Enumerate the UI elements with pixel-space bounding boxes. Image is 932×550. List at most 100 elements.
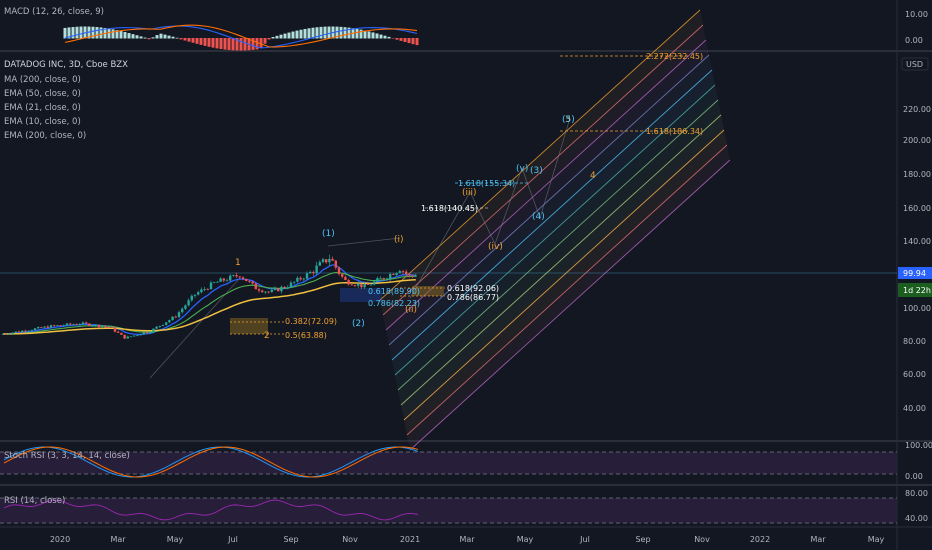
candle-body — [49, 325, 53, 328]
stoch-tick: 0.00 — [905, 472, 923, 481]
macd-histogram-bar — [367, 31, 371, 39]
macd-histogram-bar — [63, 27, 67, 39]
macd-histogram-bar — [275, 35, 279, 39]
candle-body — [328, 258, 331, 263]
candle-body — [200, 289, 203, 293]
channel-band — [380, 10, 703, 315]
candle-body — [165, 322, 168, 325]
indicator-label: EMA (200, close, 0) — [4, 131, 86, 141]
macd-tick: 0.00 — [905, 36, 923, 45]
ema-line — [2, 271, 416, 335]
macd-histogram-bar — [391, 38, 395, 39]
macd-histogram-bar — [71, 27, 75, 39]
candle-body — [213, 282, 216, 284]
wave-label: (3) — [530, 166, 543, 176]
candle-body — [171, 316, 174, 321]
candle-body — [107, 326, 110, 328]
candle-body — [113, 327, 117, 332]
candle-body — [296, 277, 299, 282]
macd-histogram-bar — [311, 27, 315, 39]
channel-band — [392, 70, 715, 375]
macd-histogram-bar — [295, 30, 299, 39]
indicator-label: EMA (21, close, 0) — [4, 103, 81, 113]
candle-body — [267, 291, 270, 293]
wave-label: (1) — [322, 229, 335, 239]
time-tick: Nov — [694, 535, 710, 544]
fib-label: 0.5(63.88) — [285, 331, 327, 340]
macd-histogram-bar — [131, 34, 135, 39]
channel-line — [394, 84, 716, 376]
candle-body — [117, 331, 120, 333]
macd-histogram-bar — [227, 38, 231, 51]
macd-histogram-bar — [287, 32, 291, 39]
macd-histogram-bar — [363, 30, 367, 39]
ema-line — [2, 278, 416, 335]
candle-body — [408, 274, 411, 276]
candle-body — [235, 275, 238, 277]
candle-body — [21, 330, 24, 332]
time-tick: Jul — [227, 535, 238, 544]
candle-body — [395, 272, 398, 275]
candle-body — [136, 335, 139, 336]
price-tick: 140.00 — [903, 237, 931, 246]
candle-body — [257, 289, 261, 291]
candle-body — [209, 282, 213, 290]
wave-label: (iii) — [462, 188, 477, 198]
candle-body — [347, 280, 350, 285]
time-tick: May — [868, 535, 885, 544]
candle-body — [190, 295, 193, 301]
macd-histogram-bar — [255, 38, 259, 50]
candle-body — [75, 324, 78, 326]
candle-body — [337, 267, 341, 275]
macd-histogram-bar — [171, 36, 175, 39]
candle-body — [293, 281, 296, 283]
candle-body — [305, 273, 309, 279]
macd-histogram-bar — [119, 31, 123, 39]
rsi-title: RSI (14, close) — [4, 496, 65, 506]
candle-body — [104, 326, 107, 328]
wave-label: (2) — [352, 319, 365, 329]
macd-histogram-bar — [99, 27, 103, 39]
wave-label: (5) — [562, 115, 575, 125]
wave-label: 1 — [235, 258, 241, 268]
fib-label: 1.618(155.34) — [458, 179, 515, 188]
macd-histogram-bar — [339, 26, 343, 39]
candle-body — [389, 274, 392, 279]
macd-histogram-bar — [399, 38, 403, 41]
rsi-panel — [3, 499, 419, 521]
candle-body — [238, 276, 241, 278]
candle-body — [91, 325, 94, 327]
time-tick: Mar — [110, 535, 126, 544]
macd-histogram-bar — [239, 38, 243, 51]
wave-label: (v) — [516, 164, 528, 174]
macd-histogram-bar — [215, 38, 219, 49]
candle-body — [123, 334, 126, 339]
candle-body — [254, 283, 257, 290]
candle-body — [289, 282, 293, 288]
macd-histogram-bar — [291, 31, 295, 39]
macd-histogram-bar — [111, 29, 115, 39]
candle-body — [273, 288, 277, 290]
candle-body — [161, 324, 165, 326]
candle-body — [40, 327, 43, 328]
candle-body — [225, 280, 229, 282]
stoch-band — [0, 452, 897, 474]
channel-band — [383, 25, 706, 330]
macd-histogram-bar — [387, 36, 391, 39]
macd-histogram-bar — [375, 33, 379, 39]
price-tick: 100.00 — [903, 304, 931, 313]
candle-body — [350, 284, 353, 286]
candle-body — [8, 333, 11, 335]
macd-histogram-bar — [327, 26, 331, 39]
indicator-label: EMA (10, close, 0) — [4, 117, 81, 127]
candle-body — [245, 278, 248, 282]
macd-histogram-bar — [231, 38, 235, 51]
candle-body — [59, 325, 62, 327]
candle-body — [181, 308, 184, 313]
stoch-d-line — [3, 446, 419, 478]
macd-histogram-bar — [267, 38, 271, 40]
candle-body — [145, 332, 149, 334]
macd-histogram-bar — [355, 28, 359, 39]
macd-histogram-bar — [143, 37, 147, 39]
